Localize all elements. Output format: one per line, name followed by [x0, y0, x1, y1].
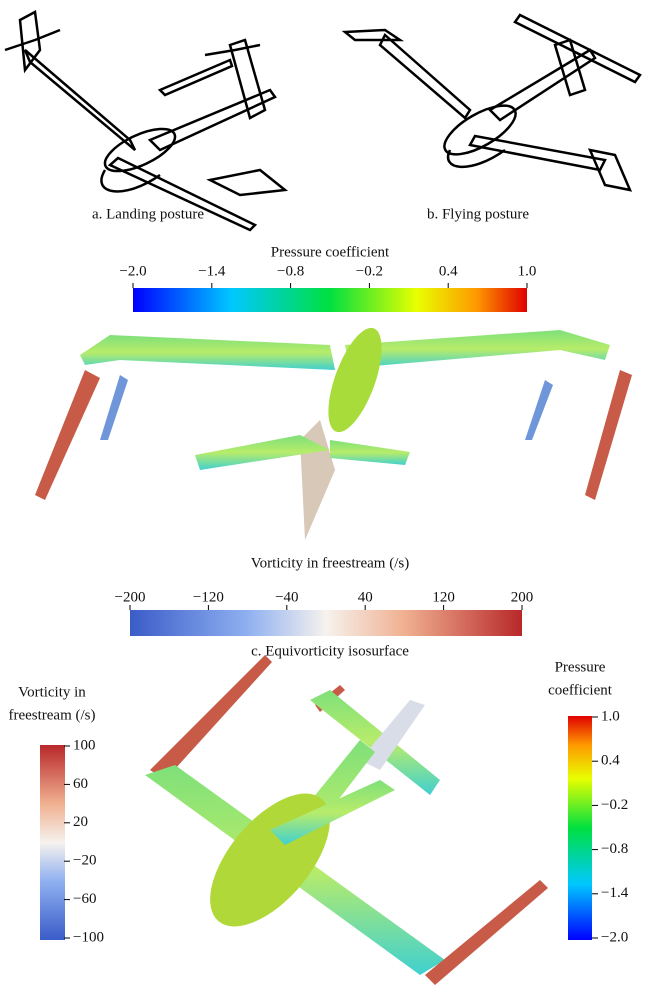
colorbar — [133, 288, 527, 312]
render-d — [145, 655, 548, 985]
colorbar-tick-label: −0.2 — [601, 797, 628, 813]
figure: a. Landing posture b. Flying posture Pre… — [0, 0, 646, 999]
colorbar-title: Vorticity in — [18, 684, 86, 700]
colorbar-title: freestream (/s) — [8, 707, 95, 723]
colorbar-tick-label: −60 — [73, 891, 96, 907]
colorbar-title: Vorticity in freestream (/s) — [251, 555, 409, 571]
colorbar-tick-label: −20 — [73, 853, 96, 869]
colorbar — [130, 610, 522, 636]
flying-drawing — [345, 15, 640, 190]
colorbar-tick-label: 20 — [73, 814, 88, 830]
caption: b. Flying posture — [427, 206, 529, 222]
landing-drawing — [5, 12, 285, 230]
caption: c. Equivorticity isosurface — [251, 643, 409, 659]
colorbar — [40, 745, 65, 940]
render-c — [35, 321, 632, 540]
colorbar-tick-label: −1.4 — [601, 885, 629, 901]
colorbar-tick-label: −2.0 — [119, 263, 146, 279]
colorbar-tick-label: 100 — [73, 737, 96, 753]
colorbar-tick-label: −0.2 — [356, 263, 383, 279]
colorbar-tick-label: −120 — [193, 589, 224, 605]
colorbar-tick-label: 200 — [511, 589, 534, 605]
colorbar — [568, 716, 592, 940]
colorbar-tick-label: 60 — [73, 776, 88, 792]
colorbar-tick-label: −100 — [73, 929, 104, 945]
colorbar-title: Pressure coefficient — [271, 244, 390, 260]
caption: a. Landing posture — [92, 206, 204, 222]
colorbar-tick-label: 40 — [358, 589, 373, 605]
colorbar-title: Pressure — [555, 659, 606, 675]
colorbar-tick-label: −1.4 — [198, 263, 226, 279]
colorbar-tick-label: −2.0 — [601, 929, 628, 945]
colorbar-tick-label: −0.8 — [277, 263, 304, 279]
colorbar-tick-label: 1.0 — [518, 263, 537, 279]
colorbar-tick-label: 0.4 — [601, 753, 620, 769]
colorbar-tick-label: 0.4 — [439, 263, 458, 279]
colorbar-tick-label: 120 — [432, 589, 455, 605]
colorbar-tick-label: −0.8 — [601, 841, 628, 857]
colorbar-title: coefficient — [548, 682, 613, 698]
colorbar-tick-label: −200 — [115, 589, 146, 605]
colorbar-tick-label: −40 — [275, 589, 298, 605]
colorbar-tick-label: 1.0 — [601, 708, 620, 724]
